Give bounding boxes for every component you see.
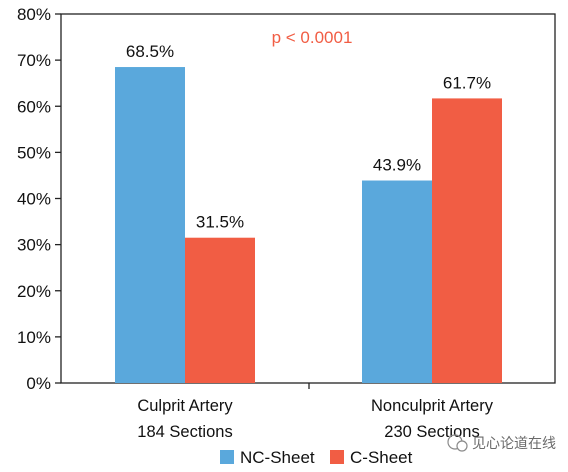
- category-label-line2: 230 Sections: [384, 423, 479, 441]
- watermark: 见心论道在线: [447, 434, 556, 452]
- bar-nc-sheet-0: [115, 67, 185, 383]
- bar-c-sheet-1: [432, 98, 502, 383]
- y-tick-label: 10%: [17, 328, 51, 347]
- y-axis: 0% 10% 20% 30% 40% 50% 60% 70% 80%: [17, 5, 61, 393]
- y-tick-label: 70%: [17, 51, 51, 70]
- category-label-line1: Nonculprit Artery: [371, 397, 494, 415]
- bar-c-sheet-0: [185, 237, 255, 383]
- bars: [115, 67, 502, 383]
- data-label: 61.7%: [443, 73, 491, 92]
- bar-nc-sheet-1: [362, 180, 432, 383]
- legend-swatch-c-sheet: [330, 450, 344, 464]
- y-tick-label: 40%: [17, 190, 51, 209]
- y-tick-label: 0%: [26, 374, 51, 393]
- y-tick-label: 60%: [17, 97, 51, 116]
- watermark-text: 见心论道在线: [472, 435, 556, 451]
- legend-label-c-sheet: C-Sheet: [350, 448, 413, 467]
- legend-swatch-nc-sheet: [220, 450, 234, 464]
- y-tick-label: 20%: [17, 282, 51, 301]
- wechat-icon-bubble: [456, 440, 468, 452]
- y-tick-label: 50%: [17, 143, 51, 162]
- y-tick-label: 30%: [17, 236, 51, 255]
- data-label: 31.5%: [196, 213, 244, 232]
- legend-label-nc-sheet: NC-Sheet: [240, 448, 315, 467]
- bar-labels: 68.5% 31.5% 43.9% 61.7%: [126, 42, 491, 232]
- p-value-annotation: p < 0.0001: [272, 28, 353, 47]
- data-label: 68.5%: [126, 42, 174, 61]
- data-label: 43.9%: [373, 156, 421, 175]
- category-labels: Culprit Artery 184 Sections Nonculprit Art…: [137, 383, 494, 441]
- legend: NC-Sheet C-Sheet: [220, 448, 413, 467]
- y-tick-label: 80%: [17, 5, 51, 24]
- category-label-line2: 184 Sections: [137, 423, 232, 441]
- category-label-line1: Culprit Artery: [137, 397, 233, 415]
